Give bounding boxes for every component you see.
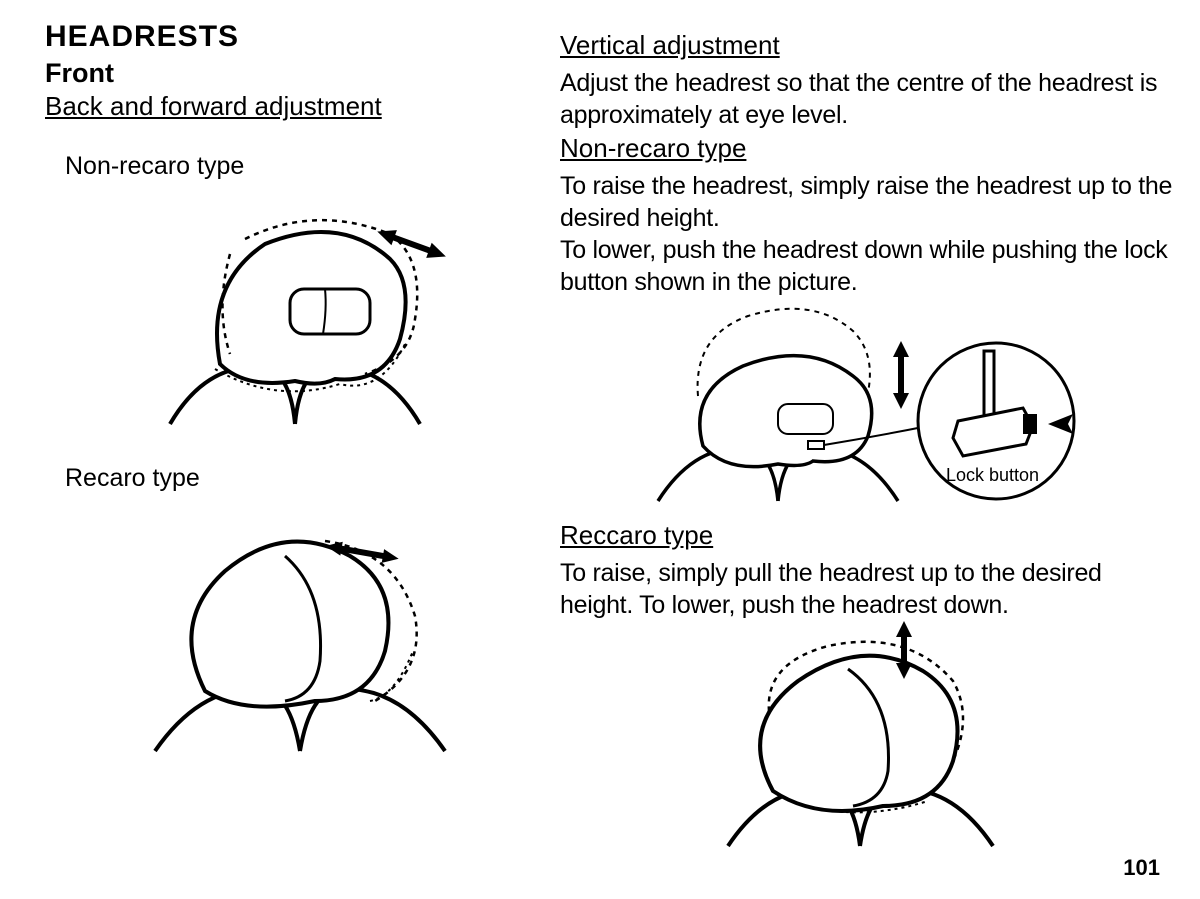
lock-button-label: Lock button [946,465,1039,485]
reccaro-heading-right: Reccaro type [560,520,1175,551]
fig-non-recaro-backforward [115,189,475,439]
non-recaro-label-left: Non-recaro type [65,152,545,181]
fig-non-recaro-vertical: Lock button [628,296,1108,516]
non-recaro-body2: To lower, push the headrest down while p… [560,234,1175,298]
page-number: 101 [1123,855,1160,881]
vertical-adjustment-body: Adjust the headrest so that the centre o… [560,67,1175,131]
back-forward-heading: Back and forward adjustment [45,91,545,122]
non-recaro-body1: To raise the headrest, simply raise the … [560,170,1175,234]
fig-recaro-vertical [698,621,1038,851]
section-title: HEADRESTS [45,20,545,54]
right-column: Vertical adjustment Adjust the headrest … [560,30,1175,851]
recaro-label-left: Recaro type [65,464,545,493]
front-heading: Front [45,58,545,89]
vertical-adjustment-heading: Vertical adjustment [560,30,1175,61]
reccaro-body: To raise, simply pull the headrest up to… [560,557,1175,621]
manual-page: HEADRESTS Front Back and forward adjustm… [0,0,1200,899]
fig-recaro-backforward [115,501,475,761]
left-column: HEADRESTS Front Back and forward adjustm… [45,20,545,761]
non-recaro-heading-right: Non-recaro type [560,133,1175,164]
